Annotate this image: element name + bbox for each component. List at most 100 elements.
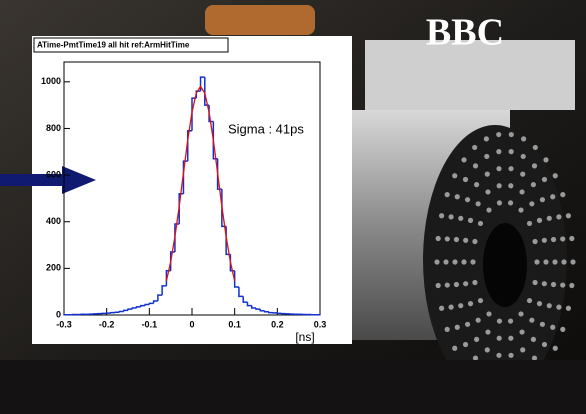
x-tick-label: -0.1 (142, 319, 158, 329)
photo-stud (453, 281, 460, 288)
photo-stud (452, 173, 458, 179)
photo-stud (508, 335, 514, 341)
plot: 0 200 400 600 800 1000 -0.3 -0.2 -0.1 0 0.1 0.2 0.3 (41, 61, 326, 329)
photo-stud (539, 321, 546, 327)
photo-stud (508, 183, 514, 189)
photo-stud (519, 189, 525, 195)
x-tick-label: -0.3 (56, 319, 72, 329)
histogram-bin (118, 310, 124, 313)
photo-stud (569, 235, 575, 242)
histogram-bin (144, 303, 150, 306)
photo-stud (435, 282, 441, 289)
photo-stud (473, 182, 480, 188)
photo-stud (463, 237, 469, 243)
photo-stud (552, 173, 558, 179)
x-tick-label: 0.2 (271, 319, 284, 329)
photo-stud (464, 321, 471, 327)
photo-stud (486, 311, 492, 317)
photo-stud (520, 347, 526, 353)
photo-stud (444, 236, 450, 242)
histogram-bin (268, 311, 274, 314)
photo-stud (536, 217, 543, 223)
photo-stud (531, 355, 538, 361)
histogram-bin (161, 285, 167, 296)
y-tick-label: 400 (46, 216, 61, 226)
x-tick-label: 0.1 (228, 319, 241, 329)
photo-stud (477, 297, 484, 304)
photo-stud (550, 281, 557, 288)
photo-stud (448, 304, 454, 310)
photo-stud (472, 144, 478, 151)
photo-stud (472, 163, 479, 169)
photo-stud (520, 153, 526, 160)
photo-stud (530, 182, 537, 188)
histogram-bin (182, 160, 188, 194)
photo-stud (477, 220, 484, 227)
photo-stud (532, 144, 538, 151)
photo-stud (470, 259, 476, 265)
photo-stud (536, 301, 543, 307)
photo-stud (507, 318, 514, 324)
histogram-bin (263, 310, 269, 313)
photo-stud (486, 207, 492, 213)
photo-stud (565, 213, 572, 219)
photo-stud (534, 259, 540, 265)
photo-stud (485, 189, 491, 195)
y-tick-label: 200 (46, 263, 61, 273)
photo-stud (464, 197, 471, 203)
photo-stud (496, 335, 502, 341)
photo-stud (452, 345, 458, 351)
photo-stud (444, 326, 450, 332)
photo-stud (550, 236, 557, 243)
photo-stud (452, 259, 458, 265)
photo-stud (550, 324, 556, 330)
histogram-bin (259, 309, 265, 312)
title-box (33, 37, 229, 53)
photo-stud (569, 282, 575, 289)
histogram-bin (186, 130, 192, 162)
histogram-bin (122, 309, 128, 312)
photo-stud (532, 279, 538, 286)
photo-stud (463, 281, 469, 287)
photo-stud (472, 279, 478, 286)
photo-stud (556, 214, 562, 220)
photo-stud (543, 259, 549, 265)
photo-object (205, 5, 315, 35)
arrow (0, 166, 96, 194)
photo-stud (539, 197, 546, 203)
photo-stud (531, 163, 538, 169)
fit-curve (165, 85, 236, 282)
x-tick-label: -0.2 (99, 319, 115, 329)
photo-label: BBC (426, 12, 504, 54)
photo-stud (508, 149, 514, 155)
photo-stud (552, 345, 558, 351)
photo-stud (475, 201, 481, 207)
annotation: Sigma : 41ps (228, 121, 304, 136)
chart-panel (32, 36, 352, 344)
histogram-bin (174, 223, 180, 253)
photo-stud (519, 329, 525, 335)
photo-stud (518, 207, 524, 213)
photo-stud (444, 282, 450, 288)
y-tick-label: 600 (46, 169, 61, 179)
photo-stud (461, 259, 467, 265)
photo-stud (496, 200, 503, 206)
photo-stud (475, 317, 481, 323)
photo-stud (473, 336, 480, 342)
photo-stud (443, 259, 449, 265)
histogram-bin (246, 302, 252, 307)
photo-stud (529, 201, 535, 207)
photo-stud (570, 259, 576, 265)
histogram-bin (148, 302, 154, 305)
photo-stud (438, 305, 445, 311)
photo-stud (484, 153, 490, 160)
chart-title: ATime-PmtTime19 all hit ref:ArmHitTime (37, 41, 190, 50)
photo-stud (526, 297, 533, 304)
photo-stud (560, 192, 566, 198)
photo-stud (496, 149, 502, 155)
histogram-bin (178, 192, 184, 225)
photo-stud (541, 341, 548, 348)
histogram-bin (131, 307, 137, 310)
photo-stud (508, 352, 514, 358)
photo-stud (485, 329, 491, 335)
